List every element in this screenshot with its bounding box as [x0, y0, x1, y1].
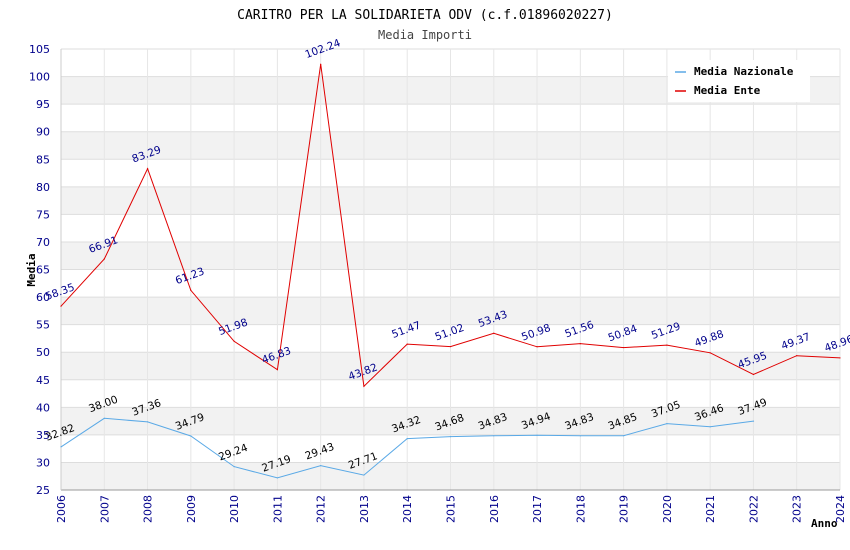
- data-point-media-nazionale: [493, 435, 494, 436]
- data-point-media-nazionale: [450, 436, 451, 437]
- data-point-media-nazionale: [320, 465, 321, 466]
- data-point-media-ente: [190, 290, 191, 291]
- data-point-media-ente: [753, 374, 754, 375]
- data-point-media-nazionale: [104, 418, 105, 419]
- y-tick-label: 85: [36, 153, 50, 166]
- data-point-media-nazionale: [710, 426, 711, 427]
- data-point-media-ente: [580, 343, 581, 344]
- x-tick-label: 2012: [315, 495, 328, 523]
- data-point-media-ente: [710, 352, 711, 353]
- x-tick-label: 2016: [488, 495, 501, 523]
- x-tick-label: 2017: [531, 495, 544, 523]
- x-tick-label: 2013: [358, 495, 371, 523]
- data-point-media-ente: [623, 347, 624, 348]
- legend-label-media-nazionale: Media Nazionale: [694, 65, 794, 78]
- data-point-media-nazionale: [60, 446, 61, 447]
- data-point-media-ente: [60, 306, 61, 307]
- data-point-media-ente: [536, 346, 537, 347]
- y-tick-label: 75: [36, 208, 50, 221]
- data-point-media-ente: [277, 369, 278, 370]
- y-tick-label: 105: [29, 43, 50, 56]
- data-point-media-ente: [147, 168, 148, 169]
- x-tick-label: 2011: [271, 495, 284, 523]
- data-point-media-ente: [493, 333, 494, 334]
- x-tick-label: 2008: [142, 495, 155, 523]
- y-tick-label: 30: [36, 456, 50, 469]
- y-tick-label: 90: [36, 126, 50, 139]
- data-point-media-ente: [450, 346, 451, 347]
- x-tick-label: 2022: [747, 495, 760, 523]
- chart-title: CARITRO PER LA SOLIDARIETA ODV (c.f.0189…: [237, 8, 613, 23]
- data-point-media-nazionale: [666, 423, 667, 424]
- x-tick-label: 2020: [661, 495, 674, 523]
- y-tick-label: 45: [36, 374, 50, 387]
- y-tick-label: 70: [36, 236, 50, 249]
- y-tick-label: 100: [29, 71, 50, 84]
- data-point-media-nazionale: [753, 421, 754, 422]
- data-point-media-ente: [407, 343, 408, 344]
- data-point-media-ente: [320, 64, 321, 65]
- data-point-media-ente: [234, 341, 235, 342]
- y-tick-label: 40: [36, 401, 50, 414]
- x-tick-label: 2021: [704, 495, 717, 523]
- data-point-media-nazionale: [363, 474, 364, 475]
- x-tick-label: 2019: [618, 495, 631, 523]
- data-point-media-nazionale: [234, 466, 235, 467]
- y-tick-label: 55: [36, 319, 50, 332]
- x-tick-label: 2015: [445, 495, 458, 523]
- x-tick-label: 2010: [228, 495, 241, 523]
- x-axis-ticks: 2006 2007 2008 2009 2010 2011 2012 2013 2014 2015…: [55, 495, 847, 523]
- data-point-media-nazionale: [580, 435, 581, 436]
- data-point-media-ente: [666, 344, 667, 345]
- data-point-media-ente: [363, 386, 364, 387]
- y-axis-label: Media: [25, 253, 38, 286]
- chart-subtitle: Media Importi: [378, 28, 472, 42]
- x-tick-label: 2018: [574, 495, 587, 523]
- x-tick-label: 2014: [401, 495, 414, 523]
- x-tick-label: 2009: [185, 495, 198, 523]
- data-point-media-nazionale: [407, 438, 408, 439]
- data-point-media-ente: [104, 258, 105, 259]
- data-point-media-nazionale: [190, 435, 191, 436]
- data-point-media-nazionale: [623, 435, 624, 436]
- y-tick-label: 65: [36, 264, 50, 277]
- legend: Media Nazionale Media Ente: [668, 60, 810, 102]
- y-tick-label: 25: [36, 484, 50, 497]
- x-tick-label: 2006: [55, 495, 68, 523]
- data-point-media-nazionale: [147, 421, 148, 422]
- data-point-media-ente: [796, 355, 797, 356]
- y-tick-label: 50: [36, 346, 50, 359]
- x-tick-label: 2007: [98, 495, 111, 523]
- legend-label-media-ente: Media Ente: [694, 84, 761, 97]
- x-axis-label: Anno: [811, 517, 838, 530]
- y-tick-label: 95: [36, 98, 50, 111]
- data-point-media-ente: [839, 357, 840, 358]
- data-point-media-nazionale: [536, 435, 537, 436]
- x-tick-label: 2023: [791, 495, 804, 523]
- y-tick-label: 80: [36, 181, 50, 194]
- data-point-media-nazionale: [277, 477, 278, 478]
